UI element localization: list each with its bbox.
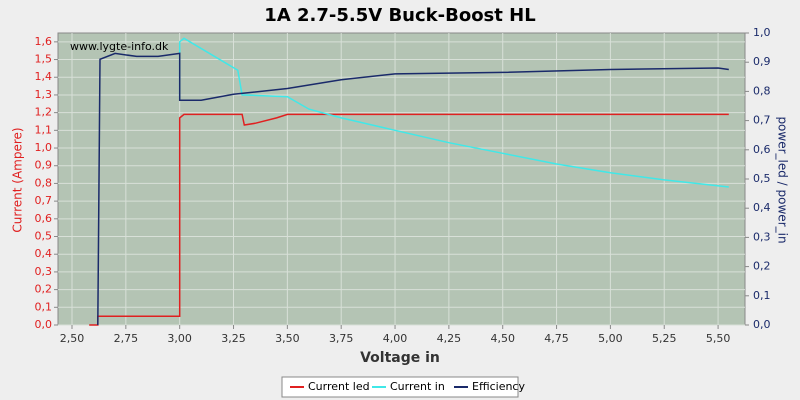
y-tick-label: 0,5: [35, 230, 53, 243]
y-tick-label: 0,7: [35, 194, 53, 207]
y-tick-label: 0,1: [35, 300, 53, 313]
legend-label: Efficiency: [472, 380, 525, 393]
x-axis-label: Voltage in: [360, 350, 440, 366]
y2-tick-label: 0,3: [753, 230, 771, 243]
y2-tick-label: 0,1: [753, 289, 771, 302]
y-tick-label: 1,4: [35, 70, 53, 83]
x-tick-label: 5,00: [598, 332, 623, 345]
x-tick-label: 3,00: [167, 332, 192, 345]
x-tick-label: 2,50: [60, 332, 85, 345]
y-tick-label: 0,2: [35, 283, 53, 296]
x-tick-label: 3,25: [221, 332, 246, 345]
y-tick-label: 0,8: [35, 176, 53, 189]
x-tick-label: 3,50: [275, 332, 300, 345]
series-line: [89, 113, 729, 326]
y-axis-label: Current (Ampere): [11, 127, 25, 232]
y2-tick-label: 0,4: [753, 201, 771, 214]
legend-label: Current in: [390, 380, 445, 393]
y-tick-label: 1,1: [35, 123, 53, 136]
y-tick-label: 0,6: [35, 212, 53, 225]
legend-label: Current led: [308, 380, 370, 393]
y2-tick-label: 0,2: [753, 260, 771, 273]
y-tick-label: 0,9: [35, 159, 53, 172]
y2-tick-label: 0,9: [753, 55, 771, 68]
x-tick-label: 3,75: [329, 332, 354, 345]
y-tick-label: 1,3: [35, 88, 53, 101]
series-line: [97, 52, 729, 326]
y2-tick-label: 1,0: [753, 26, 771, 39]
x-tick-label: 4,00: [383, 332, 408, 345]
y2-tick-label: 0,8: [753, 84, 771, 97]
y2-tick-label: 0,0: [753, 318, 771, 331]
x-tick-label: 4,50: [490, 332, 515, 345]
y-tick-label: 1,6: [35, 35, 53, 48]
x-tick-label: 5,25: [652, 332, 677, 345]
y-tick-label: 0,4: [35, 247, 53, 260]
legend: [281, 376, 519, 398]
x-tick-label: 4,25: [437, 332, 462, 345]
y-tick-label: 1,2: [35, 106, 53, 119]
y2-tick-label: 0,6: [753, 143, 771, 156]
y2-axis-label: power_led / power_in: [776, 116, 790, 243]
watermark: www.lygte-info.dk: [70, 40, 169, 53]
x-tick-label: 4,75: [544, 332, 569, 345]
y-tick-label: 1,5: [35, 53, 53, 66]
y2-tick-label: 0,7: [753, 114, 771, 127]
series-line: [178, 37, 729, 188]
y-tick-label: 0,0: [35, 318, 53, 331]
y-tick-label: 0,3: [35, 265, 53, 278]
x-tick-label: 2,75: [114, 332, 139, 345]
chart-title: 1A 2.7-5.5V Buck-Boost HL: [264, 5, 535, 26]
plot-area: [57, 32, 746, 326]
x-tick-label: 5,50: [706, 332, 731, 345]
y2-tick-label: 0,5: [753, 172, 771, 185]
y-tick-label: 1,0: [35, 141, 53, 154]
